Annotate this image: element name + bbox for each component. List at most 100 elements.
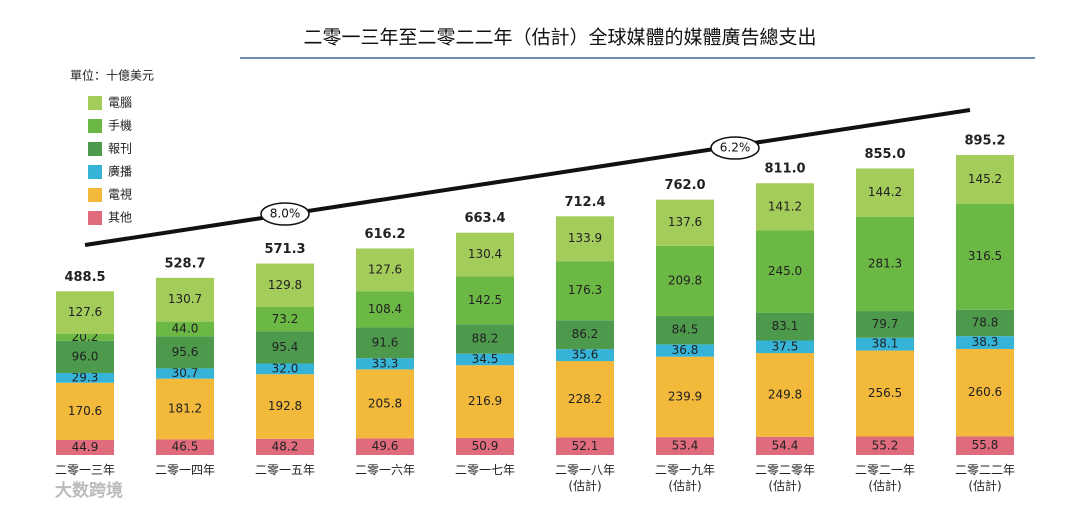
watermark: 大数跨境: [55, 480, 123, 501]
legend-label: 廣播: [108, 165, 132, 179]
value-label: 209.8: [668, 273, 702, 287]
bar-segment: [356, 358, 414, 370]
value-label: 245.0: [768, 264, 802, 278]
bar-segment: [756, 312, 814, 341]
bar-segment: [456, 276, 514, 325]
total-label: 616.2: [364, 227, 405, 242]
value-label: 144.2: [868, 185, 902, 199]
bar-segment: [956, 436, 1014, 455]
bar-segment: [856, 311, 914, 338]
total-label: 712.4: [564, 195, 605, 210]
total-label: 528.7: [164, 256, 205, 271]
bar-segment: [656, 199, 714, 246]
value-label: 84.5: [672, 323, 699, 337]
value-label: 30.7: [172, 366, 199, 380]
value-label: 91.6: [372, 335, 399, 349]
legend-label: 手機: [108, 118, 132, 133]
legend-swatch: [88, 211, 102, 225]
annotation-ring: [710, 136, 760, 160]
bar-segment: [256, 307, 314, 332]
unit-label: 單位：十億美元: [70, 68, 154, 83]
bar-segment: [856, 337, 914, 351]
value-label: 192.8: [268, 399, 302, 413]
bar-segment: [156, 321, 214, 337]
value-label: 88.2: [472, 331, 499, 345]
legend-swatch: [88, 96, 102, 110]
value-label: 79.7: [872, 317, 899, 331]
legend-swatch: [88, 142, 102, 156]
bar-segment: [556, 216, 614, 262]
value-label: 205.8: [368, 396, 402, 410]
bar-segment: [156, 378, 214, 440]
value-label: 53.4: [672, 439, 699, 453]
bar-segment: [256, 263, 314, 308]
value-label: 36.8: [672, 343, 699, 357]
value-label: 35.6: [572, 348, 599, 362]
value-label: 38.1: [872, 337, 899, 351]
bar-segment: [156, 439, 214, 455]
bar-segment: [356, 248, 414, 292]
value-label: 96.0: [72, 349, 99, 363]
bar-segment: [356, 327, 414, 359]
bar-segment: [956, 203, 1014, 310]
total-label: 855.0: [864, 147, 905, 162]
annotation-ring: [260, 202, 310, 226]
value-label: 50.9: [472, 439, 499, 453]
bar-segment: [956, 309, 1014, 337]
bar-segment: [56, 382, 114, 440]
value-label: 228.2: [568, 392, 602, 406]
x-tick-label: 二零一八年 (估計): [554, 463, 615, 493]
bar-segment: [256, 438, 314, 455]
value-label: 260.6: [968, 385, 1002, 399]
value-label: 129.8: [268, 278, 302, 292]
bar-segment: [956, 336, 1014, 349]
x-tick-label: 二零一七年: [454, 463, 515, 477]
value-label: 55.2: [872, 438, 899, 452]
trend-line: [84, 108, 971, 247]
bar-segment: [356, 291, 414, 328]
value-label: 37.5: [772, 339, 799, 353]
bar-segment: [56, 372, 114, 383]
total-label: 571.3: [264, 242, 305, 257]
value-label: 48.2: [272, 439, 299, 453]
chart-title: 二零一三年至二零二二年（估計）全球媒體的媒體廣告總支出: [303, 27, 816, 49]
x-tick-label: 二零一四年: [154, 463, 215, 477]
bar-segment: [456, 353, 514, 366]
bar-segment: [856, 216, 914, 312]
bar-segment: [756, 353, 814, 437]
bar-segment: [756, 230, 814, 313]
annotation: 8.0%: [270, 207, 301, 221]
annotation: 6.2%: [720, 141, 751, 155]
bar-segment: [156, 336, 214, 369]
bar-segment: [956, 348, 1014, 437]
bar-segment: [556, 361, 614, 438]
value-label: 145.2: [968, 172, 1002, 186]
x-tick-label: 二零二零年 (估計): [754, 463, 815, 493]
x-tick-label: 二零一六年: [354, 463, 415, 477]
value-label: 216.9: [468, 394, 502, 408]
bar-segment: [856, 436, 914, 455]
bar-segment: [456, 324, 514, 354]
bar-segment: [656, 245, 714, 317]
bar-segment: [156, 277, 214, 322]
bar-segment: [356, 438, 414, 455]
value-label: 33.3: [372, 356, 399, 370]
value-label: 95.4: [272, 340, 299, 354]
bar-segment: [456, 365, 514, 438]
x-tick-label: 二零一三年: [54, 463, 115, 477]
value-label: 95.6: [172, 345, 199, 359]
total-label: 663.4: [464, 211, 505, 226]
bar-segment: [56, 340, 114, 373]
value-label: 86.2: [572, 327, 599, 341]
bar-segment: [256, 363, 314, 375]
bar-segment: [556, 320, 614, 350]
bar-segment: [756, 183, 814, 231]
value-label: 141.2: [768, 199, 802, 213]
value-label: 55.8: [972, 438, 999, 452]
value-label: 49.6: [372, 439, 399, 453]
x-tick-label: 二零一九年 (估計): [654, 463, 715, 493]
bar-segment: [656, 356, 714, 438]
value-label: 127.6: [368, 262, 402, 276]
value-label: 52.1: [572, 439, 599, 453]
